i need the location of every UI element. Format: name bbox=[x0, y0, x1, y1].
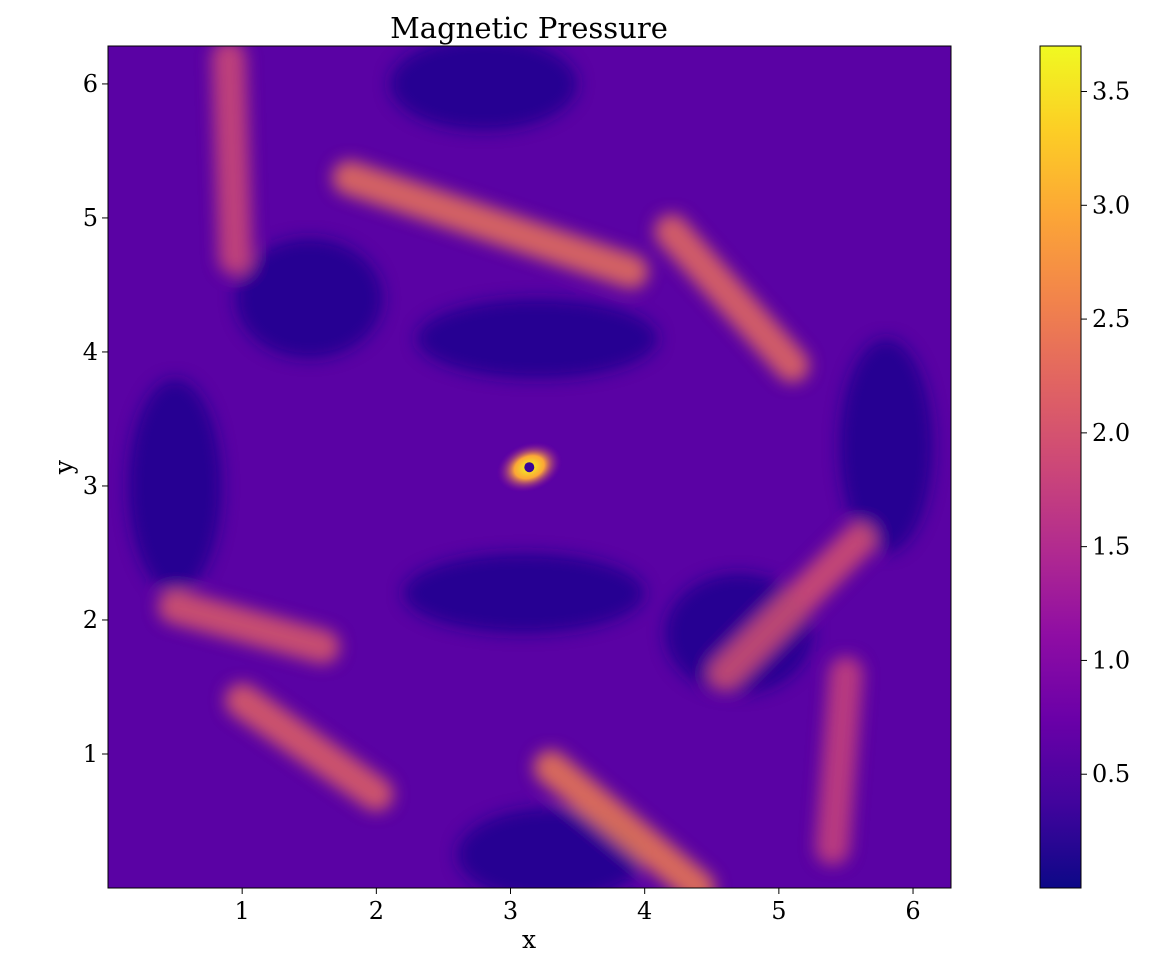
colorbar-tick-label: 2.5 bbox=[1092, 305, 1130, 333]
colorbar-tick-label: 3.0 bbox=[1092, 191, 1130, 219]
x-tick-label: 2 bbox=[369, 897, 384, 925]
colorbar-tick-label: 1.0 bbox=[1092, 646, 1130, 674]
dark-region bbox=[416, 298, 659, 379]
bright-band bbox=[225, 683, 394, 812]
y-tick-label: 6 bbox=[83, 70, 98, 98]
y-tick-label: 1 bbox=[83, 740, 98, 768]
chart-title: Magnetic Pressure bbox=[390, 11, 668, 45]
y-tick-label: 4 bbox=[83, 338, 98, 366]
peak-core bbox=[524, 462, 535, 473]
heatmap-field bbox=[108, 46, 951, 888]
x-tick-label: 6 bbox=[905, 897, 920, 925]
x-axis-ticks: 1 2 3 4 5 6 bbox=[235, 888, 921, 925]
bright-band bbox=[533, 750, 716, 888]
x-tick-label: 1 bbox=[235, 897, 250, 925]
dark-region bbox=[839, 338, 934, 553]
y-axis-ticks: 1 2 3 4 5 6 bbox=[83, 70, 108, 768]
colorbar-tick-label: 2.0 bbox=[1092, 419, 1130, 447]
x-tick-label: 3 bbox=[503, 897, 518, 925]
x-tick-label: 4 bbox=[637, 897, 652, 925]
colorbar-tick-label: 3.5 bbox=[1092, 78, 1130, 106]
x-tick-label: 5 bbox=[771, 897, 786, 925]
heatmap-peak bbox=[496, 441, 563, 493]
bright-band bbox=[332, 160, 649, 289]
colorbar-ticks: 0.5 1.0 1.5 2.0 2.5 3.0 3.5 bbox=[1081, 78, 1130, 788]
y-axis-label: y bbox=[49, 459, 78, 475]
colorbar bbox=[1039, 45, 1082, 889]
colorbar-tick-label: 0.5 bbox=[1092, 760, 1130, 788]
bright-band bbox=[815, 656, 863, 865]
dark-region bbox=[403, 552, 645, 634]
bright-band bbox=[211, 46, 253, 276]
y-tick-label: 2 bbox=[83, 606, 98, 634]
dark-region bbox=[389, 46, 578, 131]
colorbar-tick-label: 1.5 bbox=[1092, 533, 1130, 561]
y-tick-label: 5 bbox=[83, 204, 98, 232]
x-axis-label: x bbox=[522, 925, 536, 954]
bright-band bbox=[654, 214, 810, 383]
plot-frame bbox=[107, 45, 952, 889]
dark-region bbox=[235, 238, 384, 359]
heatmap-bands bbox=[128, 46, 934, 888]
bright-band bbox=[708, 522, 877, 691]
y-tick-label: 3 bbox=[83, 472, 98, 500]
bright-band bbox=[158, 589, 340, 664]
dark-region bbox=[128, 378, 223, 594]
